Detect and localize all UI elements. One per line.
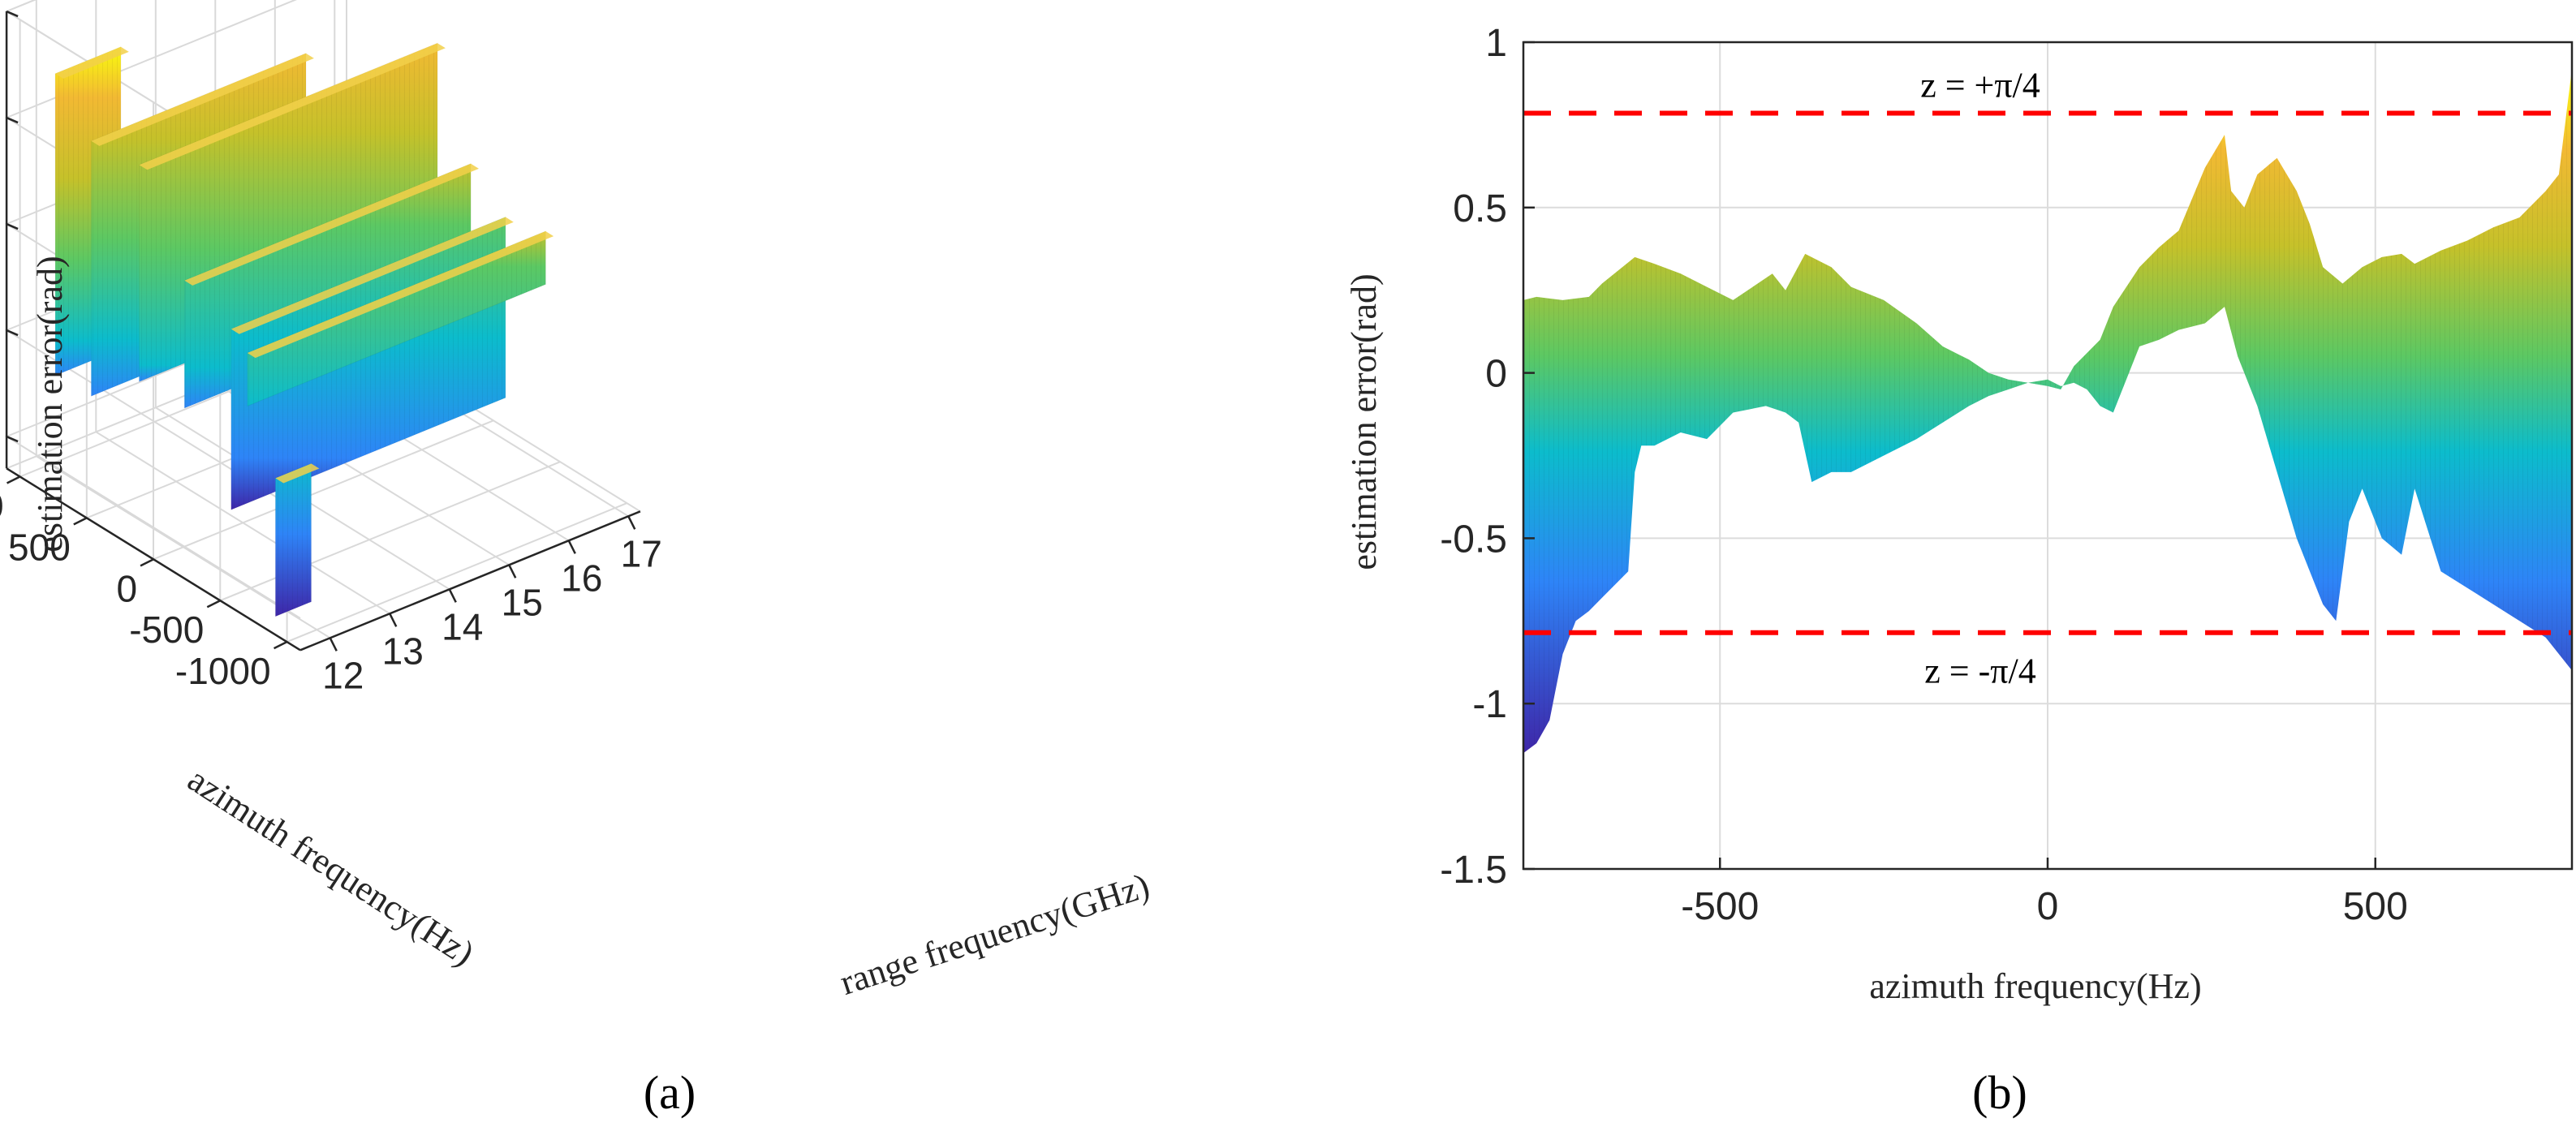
panel-a-label: (a) <box>644 1066 696 1119</box>
panel-a-z-tick <box>6 10 19 18</box>
panel-b-y-tick-label: -1 <box>1472 683 1507 726</box>
panel-a-z-tick <box>6 116 19 124</box>
panel-b-label: (b) <box>1972 1066 2027 1119</box>
panel-b-y-tick-label: 1 <box>1485 22 1507 65</box>
panel-a-surface-ridge-top <box>275 463 320 484</box>
panel-a-x-axis-label: range frequency(GHz) <box>835 866 1154 1003</box>
panel-a-x-tick-label: 17 <box>621 532 662 574</box>
panel-b-y-tick-label: -0.5 <box>1440 518 1507 561</box>
panel-a-surface <box>54 42 554 617</box>
panel-a-surface-ridge-top <box>247 231 554 359</box>
panel-a-surface-ridge-top <box>184 163 480 286</box>
panel-b-reference-lines: z = +π/4 z = -π/4 <box>1523 65 2572 691</box>
panel-a-surface-texture <box>247 231 546 406</box>
panel-b-ticks: -500 0 500 1 0.5 0 -0.5 -1 -1.5 <box>1440 22 2408 928</box>
panel-a-y-axis-label: azimuth frequency(Hz) <box>181 759 481 974</box>
panel-b-y-axis-label: estimation error(rad) <box>1344 273 1384 570</box>
panel-b-x-tick-label: -500 <box>1681 885 1759 928</box>
panel-a-y-tick <box>6 475 21 484</box>
panel-a-y-tick-label: -500 <box>129 609 204 651</box>
panel-a-3d-chart: 12131415161710005000-500-100010.50-0.5-1… <box>0 0 1154 1119</box>
panel-a-x-tick <box>329 637 338 652</box>
panel-a-y-tick-label: 1000 <box>0 485 4 527</box>
panel-b-y-tick-label: -1.5 <box>1440 849 1507 892</box>
panel-a-x-tick-label: 13 <box>382 630 424 672</box>
panel-a-x-axis <box>299 510 641 652</box>
panel-a-z-tick <box>6 222 19 230</box>
panel-b-x-tick-label: 500 <box>2343 885 2408 928</box>
panel-b-y-tick-label: 0.5 <box>1453 187 1507 230</box>
panel-a-y-tick <box>206 600 221 609</box>
panel-a-z-tick <box>6 329 19 337</box>
panel-a-surface-ridge-top <box>55 46 129 79</box>
panel-a-surface-ridge-top <box>139 43 446 170</box>
panel-a-x-tick <box>448 588 457 603</box>
panel-a-y-axis <box>6 467 301 652</box>
panel-a-gridline-x <box>154 0 450 591</box>
panel-a-x-tick <box>508 564 517 578</box>
panel-a-tick-labels: 12131415161710005000-500-100010.50-0.5-1 <box>0 10 662 696</box>
panel-a-axes <box>5 11 641 652</box>
panel-b-x-axis-label: azimuth frequency(Hz) <box>1869 966 2201 1006</box>
panel-a-y-tick <box>273 641 288 650</box>
panel-a-surface-ridge-top <box>91 53 314 146</box>
panel-b-x-tick-label: 0 <box>2037 885 2059 928</box>
panel-a-x-tick <box>389 613 398 627</box>
panel-a-x-tick <box>627 515 636 530</box>
panel-a-y-tick-label: -1000 <box>175 650 271 692</box>
panel-a-x-tick-label: 12 <box>322 654 364 696</box>
panel-a-surface-ridge-top <box>230 217 514 334</box>
panel-b-reference-label: z = +π/4 <box>1920 65 2040 105</box>
panel-a-x-tick-label: 15 <box>502 581 543 623</box>
panel-a-x-tick-label: 16 <box>561 557 602 599</box>
panel-a-x-tick <box>567 540 576 554</box>
panel-b-y-tick-label: 0 <box>1485 353 1507 396</box>
panel-a-z-axis-label: estimation error(rad) <box>30 256 70 552</box>
panel-b-reference-label: z = -π/4 <box>1924 652 2035 691</box>
panel-a-y-tick-label: 0 <box>116 567 137 609</box>
panel-a-gridline-x <box>35 0 331 639</box>
panel-a-y-tick-label: 500 <box>8 526 71 568</box>
panel-a-z-tick <box>6 435 19 443</box>
panel-b-2d-chart: z = +π/4 z = -π/4 -500 0 500 1 0.5 0 -0.5 -1 -1.5… <box>1344 22 2574 1119</box>
panel-a-y-tick <box>140 558 154 567</box>
panel-b-error-area-texture <box>1523 68 2572 754</box>
panel-a-surface-texture <box>275 463 312 617</box>
panel-a-x-tick-label: 14 <box>442 605 483 647</box>
panel-a-y-tick <box>73 517 88 526</box>
